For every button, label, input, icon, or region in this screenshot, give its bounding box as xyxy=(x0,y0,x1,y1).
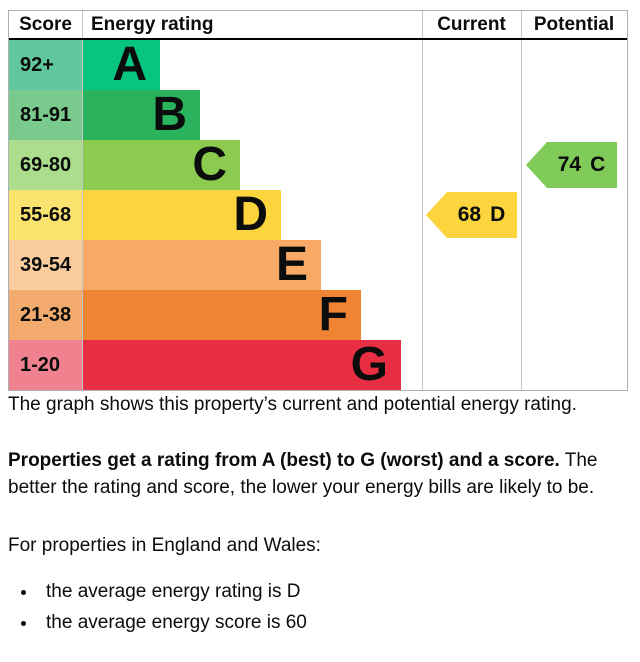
rating-explanation-lead: Properties get a rating from A (best) to… xyxy=(8,450,560,471)
band-score-range: 92+ xyxy=(9,40,82,90)
chart-body: 92+ A 81-91 B 69-80 C 55-68 D 39-54 E 21-38 F 1-20 G xyxy=(9,40,627,390)
chart-header-row: Score Energy rating Current Potential xyxy=(9,11,627,40)
band-row-g: 1-20 G xyxy=(9,340,627,390)
band-score-range: 39-54 xyxy=(9,240,82,290)
band-bar-g: G xyxy=(83,340,401,390)
band-row-a: 92+ A xyxy=(9,40,627,90)
band-score-range: 69-80 xyxy=(9,140,82,190)
band-row-c: 69-80 C xyxy=(9,140,627,190)
band-score-range: 21-38 xyxy=(9,290,82,340)
band-bar-b: B xyxy=(83,90,200,140)
average-rating-item: the average energy rating is D xyxy=(38,578,630,605)
column-divider-current xyxy=(422,11,423,390)
potential-rating-letter: C xyxy=(590,153,606,176)
column-header-potential: Potential xyxy=(533,13,615,35)
column-header-current: Current xyxy=(437,13,506,35)
band-score-range: 55-68 xyxy=(9,190,82,240)
band-bar-a: A xyxy=(83,40,160,90)
graph-summary-text: The graph shows this property’s current … xyxy=(8,394,577,415)
average-score-item: the average energy score is 60 xyxy=(38,609,630,636)
band-row-b: 81-91 B xyxy=(9,90,627,140)
column-divider-score xyxy=(82,11,83,390)
band-score-range: 81-91 xyxy=(9,90,82,140)
current-rating-letter: D xyxy=(490,203,506,226)
band-bar-f: F xyxy=(83,290,361,340)
rating-explanation-rest: The better the rating and score, the low… xyxy=(8,450,598,498)
band-row-d: 55-68 D xyxy=(9,190,627,240)
current-score-value: 68 xyxy=(457,203,482,226)
averages-list: the average energy rating is D the avera… xyxy=(20,578,630,636)
energy-rating-chart: Score Energy rating Current Potential 92… xyxy=(8,10,628,391)
band-row-e: 39-54 E xyxy=(9,240,627,290)
band-row-f: 21-38 F xyxy=(9,290,627,340)
england-wales-intro-text: For properties in England and Wales: xyxy=(8,535,321,556)
chart-description: The graph shows this property’s current … xyxy=(8,391,630,636)
band-bar-d: D xyxy=(83,190,281,240)
column-header-energy-rating: Energy rating xyxy=(91,13,214,35)
current-rating-arrow: 68 D xyxy=(426,192,517,238)
potential-rating-arrow: 74 C xyxy=(526,142,617,188)
column-header-score: Score xyxy=(19,13,72,35)
rating-explanation-text: Properties get a rating from A (best) to… xyxy=(8,447,630,501)
column-divider-potential xyxy=(521,11,522,390)
band-bar-c: C xyxy=(83,140,240,190)
band-score-range: 1-20 xyxy=(9,340,82,390)
potential-score-value: 74 xyxy=(557,153,582,176)
band-bar-e: E xyxy=(83,240,321,290)
